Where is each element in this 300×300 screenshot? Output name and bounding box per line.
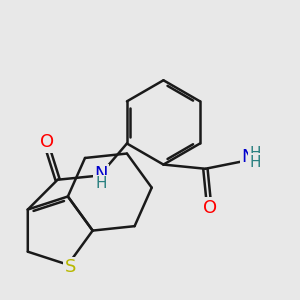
Text: O: O bbox=[40, 134, 54, 152]
Text: S: S bbox=[65, 258, 76, 276]
Text: H: H bbox=[250, 146, 261, 161]
Text: N: N bbox=[94, 165, 108, 183]
Text: O: O bbox=[203, 199, 218, 217]
Text: H: H bbox=[250, 154, 261, 169]
Text: N: N bbox=[242, 148, 255, 166]
Text: H: H bbox=[95, 176, 107, 191]
